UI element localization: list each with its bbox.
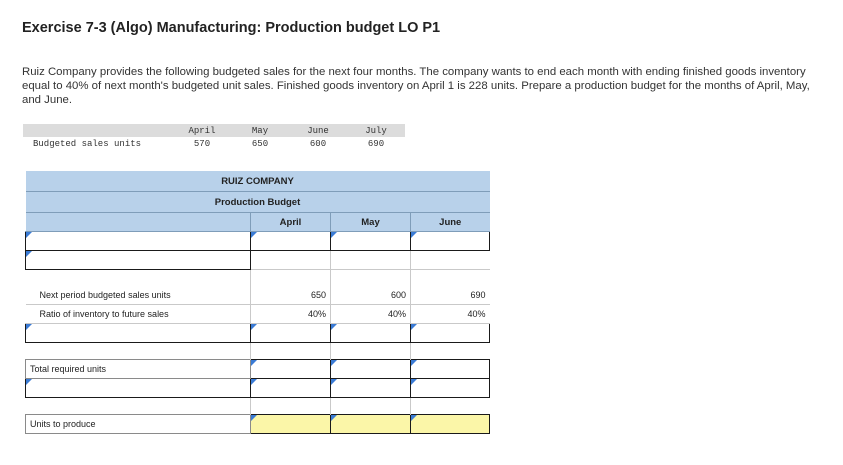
- spacer-cell-april: [250, 269, 331, 286]
- sales-month-may: May: [231, 124, 289, 137]
- row5-label-input[interactable]: [25, 323, 251, 343]
- row2-june-blank: [409, 250, 490, 270]
- total-required-may-input[interactable]: [330, 359, 411, 379]
- company-name: RUIZ COMPANY: [25, 171, 490, 192]
- sales-month-june: June: [289, 124, 347, 137]
- row5-may-input[interactable]: [330, 323, 411, 343]
- units-to-produce-label: Units to produce: [25, 414, 251, 434]
- row1-june-input[interactable]: [409, 231, 491, 251]
- spacer-cell-2-april: [250, 342, 331, 360]
- spacer-cell-2: [26, 343, 251, 360]
- next-sales-may: 600: [330, 286, 411, 305]
- spacer-cell-3-may: [330, 397, 411, 415]
- sales-value-may: 650: [251, 138, 269, 149]
- spacer-cell-2-may: [330, 342, 411, 360]
- units-to-produce-april-input[interactable]: [250, 414, 331, 434]
- row2-may-blank: [330, 250, 411, 270]
- row1-may-input[interactable]: [330, 231, 411, 251]
- spacer-cell-3-april: [250, 397, 331, 415]
- row2-april-blank: [250, 250, 331, 270]
- units-to-produce-may-input[interactable]: [330, 414, 411, 434]
- sales-value-june: 600: [309, 138, 327, 149]
- row1-april-input[interactable]: [250, 231, 331, 251]
- next-sales-label: Next period budgeted sales units: [25, 286, 251, 305]
- row7-april-input[interactable]: [250, 378, 331, 398]
- exercise-title: Exercise 7-3 (Algo) Manufacturing: Produ…: [22, 20, 441, 36]
- next-sales-april: 650: [250, 286, 331, 305]
- total-required-label: Total required units: [25, 359, 251, 379]
- total-required-june-input[interactable]: [409, 359, 491, 379]
- spacer-cell-june: [409, 269, 490, 286]
- production-budget-table: RUIZ COMPANY Production Budget April May…: [25, 171, 491, 434]
- total-required-april-input[interactable]: [250, 359, 331, 379]
- row7-label-input[interactable]: [25, 378, 251, 398]
- column-header-blank: [25, 212, 251, 232]
- next-sales-june: 690: [409, 286, 490, 305]
- row7-may-input[interactable]: [330, 378, 411, 398]
- ratio-june: 40%: [409, 304, 490, 324]
- problem-description: Ruiz Company provides the following budg…: [22, 66, 810, 106]
- row2-label-input[interactable]: [25, 250, 251, 270]
- sales-value-april: 570: [193, 138, 211, 149]
- budget-subtitle: Production Budget: [25, 191, 490, 213]
- spacer-cell: [26, 270, 251, 287]
- spacer-cell-3-june: [409, 397, 490, 415]
- row7-june-input[interactable]: [409, 378, 491, 398]
- column-header-june: June: [410, 212, 490, 232]
- ratio-label: Ratio of inventory to future sales: [25, 304, 251, 324]
- column-header-april: April: [250, 212, 331, 232]
- sales-row-label: Budgeted sales units: [33, 138, 142, 149]
- sales-month-april: April: [173, 124, 231, 137]
- spacer-cell-may: [330, 269, 411, 286]
- sales-month-july: July: [347, 124, 405, 137]
- sales-header-blank: [23, 124, 173, 137]
- spacer-cell-2-june: [409, 342, 490, 360]
- row1-label-input[interactable]: [25, 231, 251, 251]
- sales-value-july: 690: [367, 138, 385, 149]
- row5-april-input[interactable]: [250, 323, 331, 343]
- column-header-may: May: [330, 212, 411, 232]
- row5-june-input[interactable]: [409, 323, 491, 343]
- spacer-cell-3: [26, 398, 251, 415]
- ratio-may: 40%: [330, 304, 411, 324]
- ratio-april: 40%: [250, 304, 331, 324]
- units-to-produce-june-input[interactable]: [409, 414, 491, 434]
- budgeted-sales-table: April May June July Budgeted sales units…: [23, 124, 405, 150]
